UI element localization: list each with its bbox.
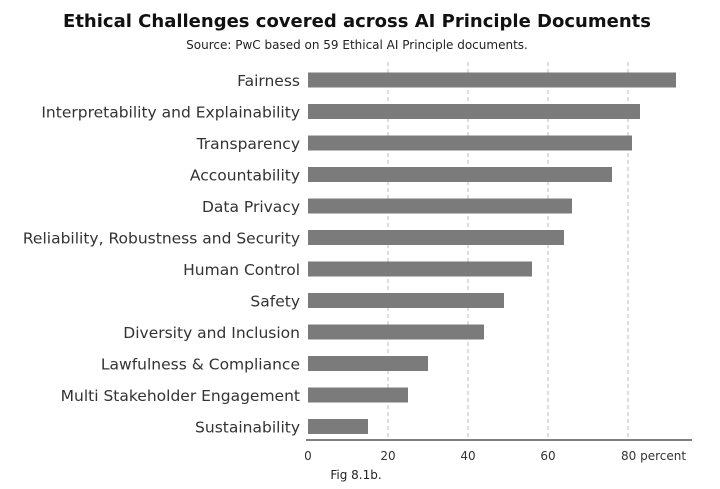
category-label: Lawfulness & Compliance [101,356,300,374]
bar [308,135,632,151]
chart-title: Ethical Challenges covered across AI Pri… [63,11,651,32]
category-label: Diversity and Inclusion [123,324,300,342]
x-tick-labels: 0 20 40 60 80 percent [304,449,686,463]
bar [308,387,408,403]
figure-caption: Fig 8.1b. [330,468,381,482]
chart-subtitle: Source: PwC based on 59 Ethical AI Princ… [186,38,528,52]
x-tick-label: 80 percent [621,449,686,463]
x-tick-label: 60 [540,449,555,463]
gridlines [387,62,629,440]
category-label: Human Control [183,261,300,279]
bar [308,198,572,214]
category-label: Fairness [237,72,300,90]
category-label: Sustainability [195,419,300,437]
x-tick-label: 0 [304,449,312,463]
category-label: Reliability, Robustness and Security [23,230,300,248]
category-label: Multi Stakeholder Engagement [61,387,300,405]
category-label: Data Privacy [202,198,300,216]
bars [308,72,676,434]
bar [308,230,564,245]
bar [308,261,532,277]
bar [308,356,428,371]
bar [308,72,676,88]
x-tick-label: 40 [460,449,475,463]
bar [308,324,484,340]
category-labels: Fairness Interpretability and Explainabil… [23,72,300,437]
x-tick-label: 20 [380,449,395,463]
category-label: Transparency [196,135,300,153]
bar [308,104,640,119]
bar [308,419,368,434]
category-label: Accountability [190,167,300,185]
bar [308,167,612,182]
category-label: Safety [250,293,300,311]
bar [308,293,504,308]
category-label: Interpretability and Explainability [41,104,300,122]
